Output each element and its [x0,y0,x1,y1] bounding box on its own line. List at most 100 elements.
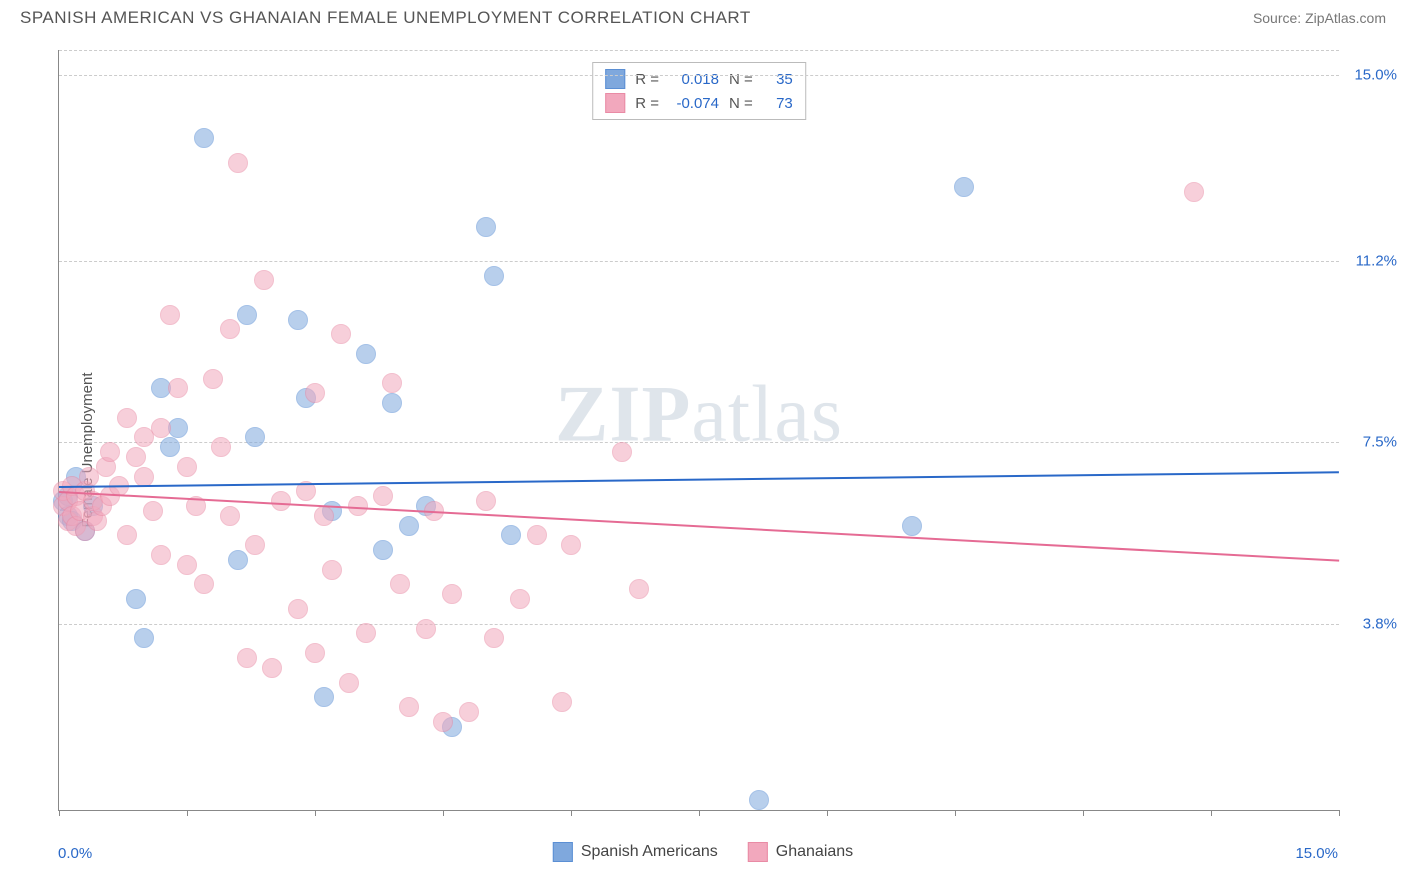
x-axis-max-label: 15.0% [1295,845,1338,862]
series-swatch [605,93,625,113]
data-point [245,427,265,447]
data-point [552,692,572,712]
x-tick [443,810,444,816]
y-tick-label: 11.2% [1356,252,1397,269]
legend-label: Spanish Americans [581,843,718,861]
data-point [160,305,180,325]
plot-area: ZIPatlas R =0.018N =35R =-0.074N =73 3.8… [58,50,1339,811]
r-value: -0.074 [669,95,719,112]
n-label: N = [729,71,753,88]
data-point [501,525,521,545]
data-point [314,506,334,526]
data-point [117,408,137,428]
gridline [59,261,1339,262]
data-point [314,687,334,707]
data-point [331,324,351,344]
data-point [416,619,436,639]
data-point [288,599,308,619]
x-tick [827,810,828,816]
data-point [373,486,393,506]
x-tick [571,810,572,816]
legend-swatch [553,842,573,862]
data-point [459,702,479,722]
data-point [561,535,581,555]
x-axis-min-label: 0.0% [58,845,92,862]
data-point [356,344,376,364]
data-point [126,589,146,609]
data-point [151,545,171,565]
stat-row: R = -0.074 N = 73 [601,91,797,115]
data-point [134,467,154,487]
series-swatch [605,69,625,89]
n-value: 35 [763,71,793,88]
data-point [442,584,462,604]
data-point [151,418,171,438]
data-point [382,393,402,413]
data-point [322,560,342,580]
legend-label: Ghanaians [776,843,853,861]
chart-title: SPANISH AMERICAN VS GHANAIAN FEMALE UNEM… [20,8,751,28]
data-point [245,535,265,555]
data-point [373,540,393,560]
data-point [254,270,274,290]
data-point [228,153,248,173]
correlation-stats-box: R = 0.018 N = 35 R = -0.074 N = 73 [592,62,806,120]
data-point [484,266,504,286]
data-point [177,457,197,477]
legend-item: Spanish Americans [553,842,718,862]
x-tick [315,810,316,816]
data-point [390,574,410,594]
data-point [749,790,769,810]
data-point [356,623,376,643]
x-tick [955,810,956,816]
stat-row: R = 0.018 N = 35 [601,67,797,91]
data-point [194,128,214,148]
watermark: ZIPatlas [555,369,843,460]
x-tick [1211,810,1212,816]
r-label: R = [635,95,659,112]
x-tick [187,810,188,816]
data-point [399,516,419,536]
chart-container: Female Unemployment ZIPatlas R =0.018N =… [20,40,1386,860]
data-point [160,437,180,457]
data-point [476,491,496,511]
data-point [902,516,922,536]
y-tick-label: 15.0% [1354,66,1397,83]
n-label: N = [729,95,753,112]
data-point [220,506,240,526]
data-point [476,217,496,237]
data-point [100,442,120,462]
data-point [484,628,504,648]
x-tick [59,810,60,816]
x-tick [699,810,700,816]
data-point [177,555,197,575]
data-point [612,442,632,462]
legend-swatch [748,842,768,862]
r-label: R = [635,71,659,88]
data-point [211,437,231,457]
data-point [134,628,154,648]
data-point [228,550,248,570]
data-point [433,712,453,732]
data-point [117,525,137,545]
data-point [262,658,282,678]
n-value: 73 [763,95,793,112]
x-tick [1339,810,1340,816]
data-point [237,648,257,668]
legend: Spanish Americans Ghanaians [553,842,853,862]
data-point [510,589,530,609]
r-value: 0.018 [669,71,719,88]
data-point [168,378,188,398]
data-point [194,574,214,594]
data-point [305,643,325,663]
source-label: Source: ZipAtlas.com [1253,10,1386,26]
data-point [288,310,308,330]
data-point [237,305,257,325]
y-tick-label: 7.5% [1363,434,1397,451]
data-point [527,525,547,545]
data-point [271,491,291,511]
trend-line [59,472,1339,489]
y-tick-label: 3.8% [1363,615,1397,632]
x-tick [1083,810,1084,816]
gridline [59,75,1339,76]
